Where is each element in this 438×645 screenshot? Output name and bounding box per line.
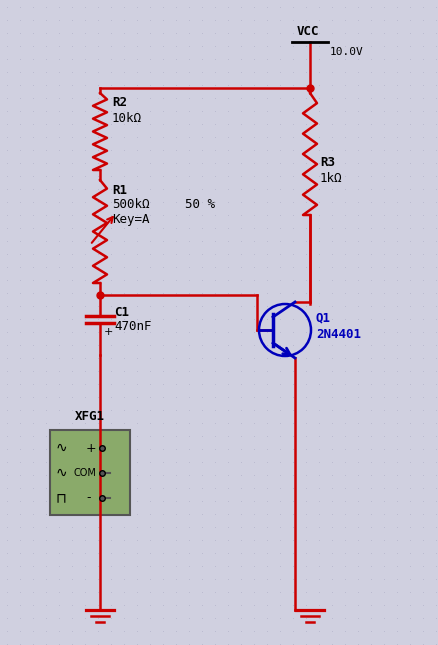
- Text: R2: R2: [112, 97, 127, 110]
- Text: 50 %: 50 %: [185, 199, 215, 212]
- Text: 10.0V: 10.0V: [330, 47, 364, 57]
- Text: COM: COM: [74, 468, 97, 478]
- Text: -: -: [86, 491, 91, 504]
- Text: 500kΩ: 500kΩ: [112, 199, 149, 212]
- Bar: [50, 430, 130, 515]
- Text: +: +: [104, 327, 113, 337]
- Text: 470nF: 470nF: [114, 319, 152, 333]
- Text: Q1: Q1: [316, 312, 331, 324]
- Text: +: +: [86, 441, 97, 455]
- Text: XFG1: XFG1: [75, 410, 105, 423]
- Text: ∿: ∿: [56, 441, 67, 455]
- Text: ∿: ∿: [56, 466, 67, 480]
- Text: VCC: VCC: [297, 25, 319, 38]
- Text: 10kΩ: 10kΩ: [112, 112, 142, 124]
- Text: 2N4401: 2N4401: [316, 328, 361, 341]
- Text: ⊓: ⊓: [56, 491, 67, 505]
- Text: C1: C1: [114, 306, 129, 319]
- Text: R1: R1: [112, 183, 127, 197]
- Text: Key=A: Key=A: [112, 213, 149, 226]
- Text: R3: R3: [320, 157, 335, 170]
- Text: 1kΩ: 1kΩ: [320, 172, 343, 184]
